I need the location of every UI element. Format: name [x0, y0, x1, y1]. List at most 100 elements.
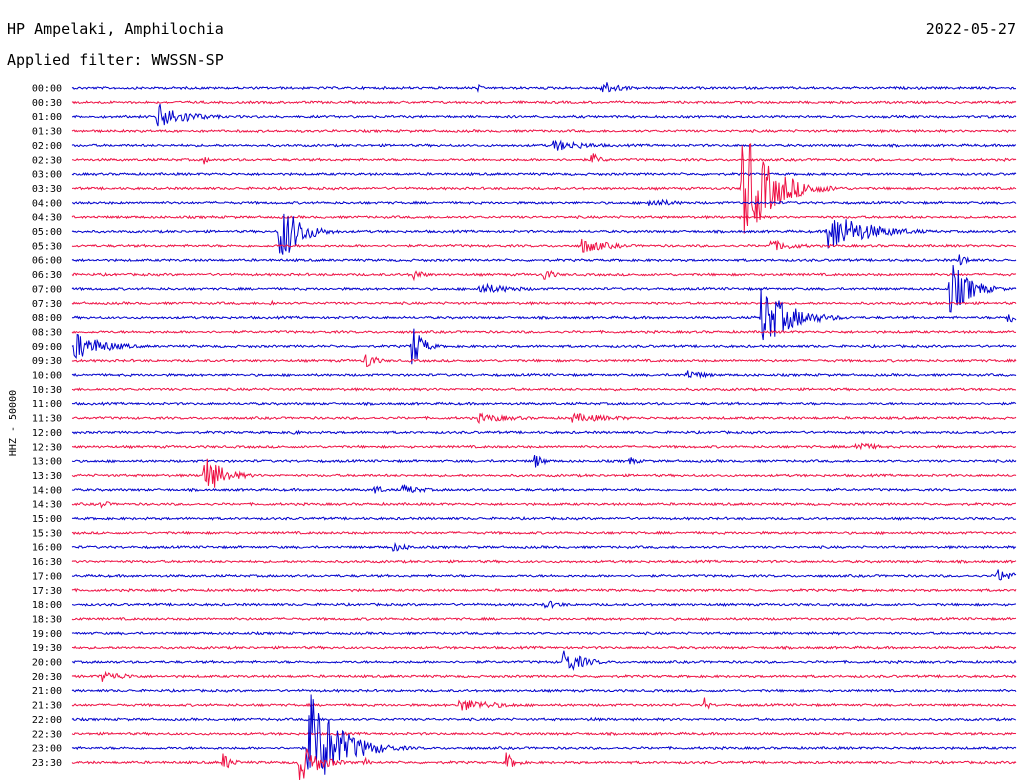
trace-line — [71, 329, 1017, 335]
trace-line — [71, 270, 1017, 282]
time-tick-label: 08:30 — [32, 327, 62, 338]
trace-line — [71, 516, 1017, 521]
trace-line — [71, 139, 1017, 151]
time-tick-label: 14:00 — [32, 485, 62, 496]
time-tick-label: 03:00 — [32, 170, 62, 181]
trace-line — [71, 587, 1017, 593]
trace-line — [71, 387, 1017, 392]
time-tick-label: 04:00 — [32, 198, 62, 209]
time-tick-label: 13:00 — [32, 457, 62, 468]
time-tick-label: 11:30 — [32, 414, 62, 425]
trace-line — [71, 716, 1017, 722]
time-tick-label: 07:30 — [32, 299, 62, 310]
trace-line — [71, 454, 1017, 468]
time-tick-label: 22:30 — [32, 729, 62, 740]
trace-line — [71, 299, 1017, 306]
trace-line — [71, 458, 1017, 488]
time-tick-label: 12:00 — [32, 428, 62, 439]
time-tick-label: 02:30 — [32, 155, 62, 166]
time-tick-label: 06:30 — [32, 270, 62, 281]
trace-line — [71, 616, 1017, 622]
time-tick-label: 16:00 — [32, 543, 62, 554]
trace-line — [71, 412, 1017, 425]
time-tick-label: 00:00 — [32, 84, 62, 95]
time-tick-labels: 00:00 00:30 01:00 01:30 02:00 02:30 03:00 03:30… — [32, 84, 62, 769]
trace-line — [71, 697, 1017, 711]
time-tick-label: 07:00 — [32, 284, 62, 295]
time-tick-label: 05:00 — [32, 227, 62, 238]
time-tick-label: 21:00 — [32, 686, 62, 697]
trace-line — [71, 530, 1017, 536]
time-tick-label: 10:00 — [32, 371, 62, 382]
trace-line — [71, 645, 1017, 651]
time-tick-label: 04:30 — [32, 213, 62, 224]
trace-line — [71, 401, 1017, 407]
time-tick-label: 03:30 — [32, 184, 62, 195]
time-tick-label: 17:00 — [32, 571, 62, 582]
time-tick-label: 17:30 — [32, 586, 62, 597]
time-tick-label: 12:30 — [32, 442, 62, 453]
trace-line — [71, 630, 1017, 636]
trace-line — [71, 104, 1017, 127]
trace-line — [71, 213, 1017, 255]
time-tick-label: 14:30 — [32, 500, 62, 511]
trace-line — [71, 650, 1017, 672]
trace-line — [71, 82, 1017, 93]
trace-line — [71, 238, 1017, 253]
trace-line — [71, 153, 1017, 165]
trace-line — [71, 214, 1017, 220]
trace-line — [71, 484, 1017, 494]
record-date: 2022-05-27 — [925, 20, 1016, 38]
trace-line — [71, 328, 1017, 365]
time-tick-label: 23:00 — [32, 744, 62, 755]
time-tick-label: 13:30 — [32, 471, 62, 482]
trace-line — [71, 748, 1017, 780]
time-tick-label: 15:00 — [32, 514, 62, 525]
time-tick-label: 19:30 — [32, 643, 62, 654]
time-tick-label: 19:00 — [32, 629, 62, 640]
time-tick-label: 20:00 — [32, 658, 62, 669]
time-tick-label: 18:30 — [32, 614, 62, 625]
trace-line — [71, 670, 1017, 682]
trace-line — [71, 731, 1017, 737]
time-tick-label: 01:30 — [32, 127, 62, 138]
time-tick-label: 00:30 — [32, 98, 62, 109]
time-tick-label: 11:00 — [32, 399, 62, 410]
time-tick-label: 18:00 — [32, 600, 62, 611]
trace-line — [71, 264, 1017, 313]
trace-line — [71, 501, 1016, 509]
time-tick-label: 08:00 — [32, 313, 62, 324]
trace-line — [71, 688, 1017, 693]
trace-group — [71, 82, 1017, 780]
time-tick-label: 23:30 — [32, 758, 62, 769]
trace-line — [71, 198, 1017, 206]
time-tick-label: 10:30 — [32, 385, 62, 396]
time-tick-label: 15:30 — [32, 528, 62, 539]
trace-line — [71, 600, 1016, 609]
time-tick-label: 05:30 — [32, 241, 62, 252]
trace-line — [71, 429, 1016, 436]
y-axis-label: HHZ - 50000 — [8, 390, 19, 456]
trace-line — [71, 99, 1017, 105]
filter-label: Applied filter: WWSSN-SP — [7, 51, 224, 69]
time-tick-label: 22:00 — [32, 715, 62, 726]
time-tick-label: 20:30 — [32, 672, 62, 683]
trace-line — [71, 254, 1017, 266]
trace-line — [71, 694, 1017, 775]
trace-line — [71, 171, 1017, 177]
trace-line — [71, 143, 1017, 234]
trace-line — [71, 442, 1017, 451]
time-tick-label: 16:30 — [32, 557, 62, 568]
time-tick-label: 09:00 — [32, 342, 62, 353]
time-tick-label: 02:00 — [32, 141, 62, 152]
trace-line — [71, 289, 1017, 341]
trace-line — [71, 128, 1017, 134]
trace-line — [71, 569, 1017, 581]
trace-line — [71, 541, 1017, 552]
station-title: HP Ampelaki, Amphilochia — [7, 20, 224, 38]
trace-line — [71, 559, 1017, 565]
time-tick-label: 01:00 — [32, 112, 62, 123]
time-tick-label: 06:00 — [32, 256, 62, 267]
trace-line — [71, 354, 1017, 367]
